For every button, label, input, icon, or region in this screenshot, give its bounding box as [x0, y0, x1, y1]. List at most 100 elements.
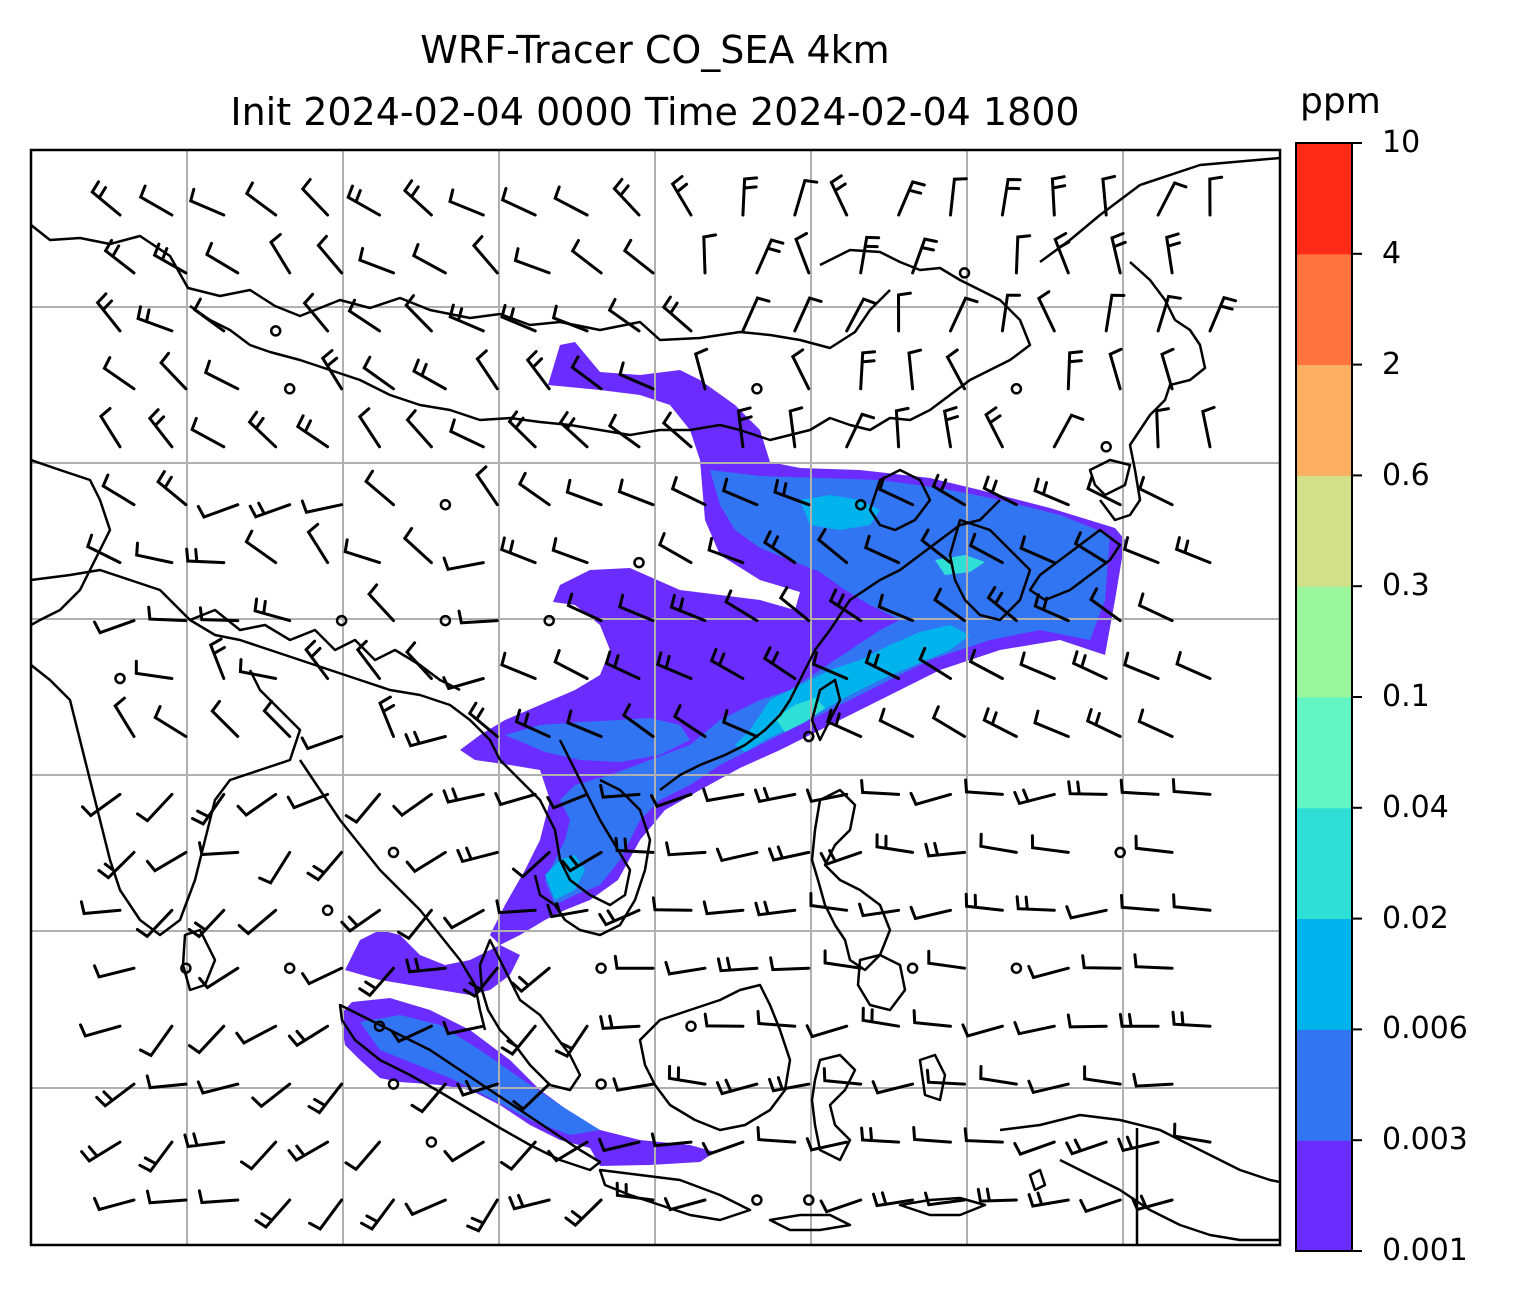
map-title-line1: WRF-Tracer CO_SEA 4km — [420, 28, 890, 72]
wind-barb — [1066, 1013, 1108, 1029]
wind-barb — [942, 406, 959, 449]
wind-barb — [931, 705, 966, 738]
wind-barb — [863, 534, 901, 565]
wind-calm-marker — [335, 614, 348, 627]
colorbar-label-5: 0.1 — [1382, 679, 1430, 714]
wind-barb — [561, 850, 603, 873]
wind-barb — [1137, 592, 1174, 623]
wind-barb — [920, 528, 952, 565]
wind-barb — [1033, 709, 1070, 738]
wind-barb — [517, 471, 551, 507]
wind-barb — [442, 556, 485, 572]
wind-barb — [982, 707, 1018, 738]
wind-barb — [81, 792, 122, 818]
wind-barb — [448, 303, 485, 333]
wind-barb — [931, 473, 966, 507]
wind-barb — [979, 1065, 1018, 1086]
wind-barb — [362, 355, 395, 391]
wind-barb — [1000, 177, 1022, 217]
wind-barb — [364, 469, 395, 507]
wind-barb — [767, 845, 811, 862]
coast-bohai — [868, 468, 932, 532]
wind-barb — [1172, 1122, 1212, 1144]
wind-barb — [287, 1024, 330, 1048]
wind-barb — [358, 246, 395, 275]
colorbar-segment — [1296, 586, 1352, 698]
wind-barb — [358, 966, 395, 998]
wind-barb — [343, 538, 381, 565]
wind-barb — [788, 406, 804, 449]
wind-barb — [828, 588, 863, 623]
wind-barb — [819, 849, 863, 867]
wind-barb — [736, 406, 753, 449]
wind-barb — [295, 414, 330, 449]
wind-barb — [1208, 175, 1224, 217]
wind-barb — [138, 184, 174, 217]
wind-barb — [1132, 1072, 1174, 1088]
wind-barb — [80, 1140, 122, 1163]
wind-barb — [1019, 535, 1056, 565]
wind-barb — [1065, 1138, 1108, 1156]
wind-barb — [661, 411, 693, 449]
wind-barb — [286, 792, 330, 810]
wind-barb — [968, 648, 1004, 680]
wind-barb — [500, 1024, 537, 1056]
wind-barb — [924, 1191, 966, 1207]
colorbar-label-10: 10 — [1382, 125, 1421, 160]
wind-barb — [823, 949, 863, 970]
wind-barb — [859, 235, 881, 275]
wind-barb — [1119, 778, 1160, 796]
wind-barb — [1174, 536, 1212, 565]
wind-barb — [1108, 347, 1123, 391]
wind-barb — [306, 850, 344, 882]
wind-barb — [500, 651, 537, 680]
wind-barb — [1014, 234, 1032, 275]
wind-barb — [402, 527, 433, 565]
wind-barb — [340, 908, 381, 933]
colorbar-label-3: 0.02 — [1382, 901, 1449, 936]
wind-barb — [909, 905, 952, 921]
wind-barb — [773, 479, 811, 507]
wind-barb — [670, 175, 693, 217]
wind-barb — [1171, 778, 1212, 796]
wind-barb — [984, 406, 1004, 449]
coast-korea — [948, 518, 1032, 622]
wind-barb — [1122, 536, 1160, 565]
wind-barb — [829, 174, 849, 217]
wind-calm-marker — [425, 1136, 438, 1148]
wind-barb — [145, 850, 188, 873]
wind-barb — [147, 408, 174, 449]
wind-barb — [1137, 475, 1174, 507]
wind-calm-marker — [1114, 846, 1126, 859]
wind-barb — [793, 178, 819, 217]
wind-barb — [307, 1082, 344, 1115]
wind-barb — [248, 501, 292, 519]
wind-barb — [240, 1140, 278, 1171]
wind-barb — [1117, 1135, 1160, 1153]
wind-calm-marker — [1100, 441, 1112, 453]
wind-barb — [670, 476, 707, 507]
wind-barb — [649, 792, 693, 809]
wind-barb — [963, 1127, 1004, 1144]
wind-barb — [147, 605, 188, 623]
coast-moluccas — [918, 1053, 947, 1102]
colorbar-label-7: 0.6 — [1382, 458, 1430, 493]
wind-barb — [599, 783, 641, 799]
wind-barb — [701, 1140, 745, 1156]
wind-calm-marker — [387, 1078, 400, 1090]
wind-barb — [564, 1198, 603, 1228]
wind-barb — [1081, 954, 1122, 970]
wind-barb — [665, 841, 707, 857]
wind-barb — [405, 409, 433, 449]
wind-barb — [390, 1024, 433, 1044]
wind-barb — [1137, 708, 1174, 738]
wind-barb — [949, 177, 968, 217]
wind-barb — [877, 593, 915, 623]
wind-barb — [247, 410, 278, 449]
wind-barb — [134, 659, 174, 680]
wind-barb — [925, 1068, 966, 1086]
wind-barb — [715, 1078, 759, 1096]
wind-barb — [724, 589, 759, 623]
wind-barb — [1133, 953, 1174, 970]
coast-newguinea — [999, 1113, 1280, 1184]
